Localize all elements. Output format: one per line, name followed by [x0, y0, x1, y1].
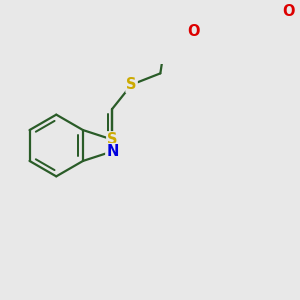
- Text: N: N: [106, 144, 118, 159]
- Text: S: S: [126, 77, 137, 92]
- Text: S: S: [107, 132, 118, 147]
- Text: O: O: [282, 4, 295, 19]
- Text: O: O: [188, 24, 200, 39]
